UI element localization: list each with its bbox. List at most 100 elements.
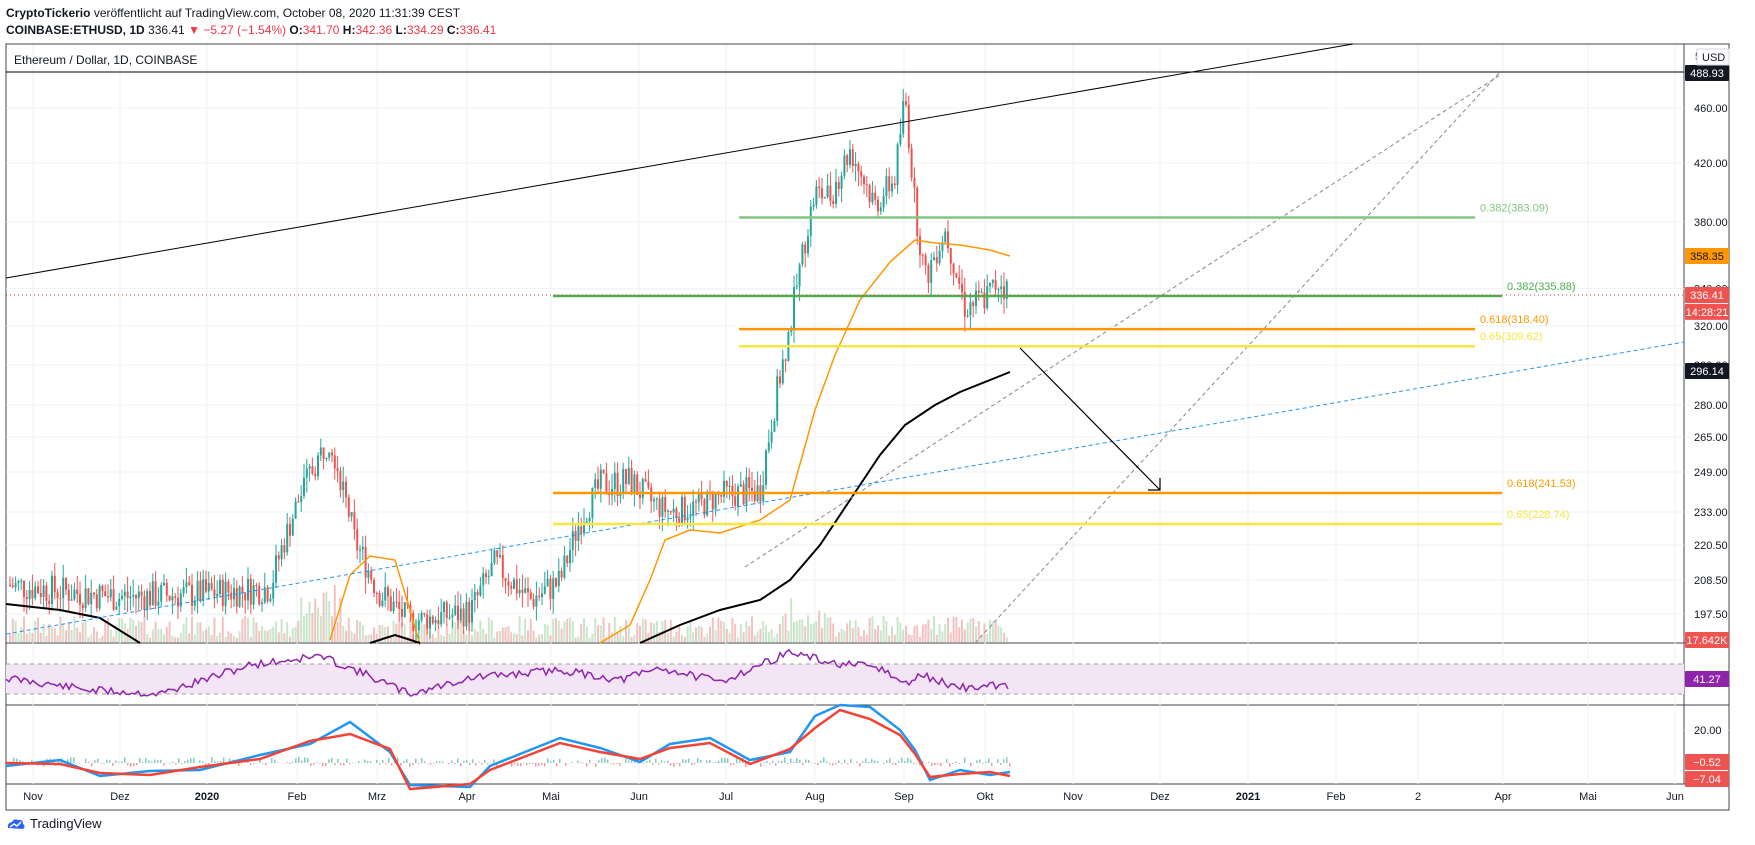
volume-bar <box>350 631 353 642</box>
fib-level-label: 0.382(383.09) <box>1480 202 1549 214</box>
publisher-name[interactable]: CryptoTickerio <box>6 6 91 20</box>
candle-body <box>944 231 947 243</box>
volume-bar <box>625 620 627 642</box>
macd-histogram-bar <box>583 763 585 764</box>
volume-bar <box>583 618 585 642</box>
macd-histogram-bar <box>958 763 960 764</box>
time-axis[interactable]: Nov Dez 2020 Feb Mrz Apr Mai Jun Jul Aug Sep Okt Nov… <box>23 791 1684 803</box>
volume-bar <box>319 615 322 642</box>
candle-body <box>227 581 230 593</box>
candle-body <box>499 555 501 558</box>
volume-bar <box>983 623 986 642</box>
macd-histogram-bar <box>766 761 768 763</box>
macd-histogram-bar <box>127 763 129 766</box>
macd-histogram-bar <box>349 763 351 765</box>
macd-histogram-bar <box>727 758 729 763</box>
candle-body <box>597 479 599 489</box>
candle-body <box>238 586 241 607</box>
volume-bar <box>437 629 440 642</box>
volume-bar <box>969 618 972 642</box>
symbol-label[interactable]: COINBASE:ETHUSD, 1D <box>6 23 145 37</box>
price-tag-label: 296.14 <box>1690 366 1724 378</box>
volume-bar <box>384 626 387 642</box>
volume-bar <box>616 633 619 642</box>
candle-body <box>630 467 633 494</box>
x-tick-label: 2 <box>1415 791 1421 803</box>
candle-body <box>636 474 639 495</box>
candle-body <box>921 255 924 257</box>
price-tag-label: 336.41 <box>1690 290 1724 302</box>
volume-bar <box>753 635 756 642</box>
rsi-line <box>5 648 1009 697</box>
volume-bar <box>434 637 437 642</box>
candle-body <box>328 452 331 458</box>
candle-body <box>854 163 857 167</box>
candle-body <box>633 474 636 494</box>
moving-average-orange-left <box>329 555 421 646</box>
candle-body <box>619 494 622 497</box>
macd-histogram-bar <box>838 760 840 763</box>
volume-bar <box>529 618 532 642</box>
candle-body <box>888 176 891 192</box>
volume-bar <box>331 616 333 642</box>
arrow-head-icon <box>1148 478 1161 491</box>
volume-bar <box>580 624 583 642</box>
candle-body <box>185 582 188 588</box>
candle-body <box>277 555 280 560</box>
macd-histogram-bar <box>286 762 288 763</box>
candle-body <box>669 510 672 513</box>
candle-body <box>437 620 440 625</box>
volume-bar <box>140 622 143 642</box>
candle-body <box>678 517 681 526</box>
currency-badge[interactable] <box>1696 48 1730 66</box>
volume-bar <box>793 622 795 642</box>
macd-histogram-bar <box>730 763 732 766</box>
macd-histogram-bar <box>865 758 867 763</box>
candle-body <box>445 602 448 618</box>
macd-histogram-bar <box>301 760 303 763</box>
volume-bar <box>510 632 513 642</box>
macd-histogram-bar <box>526 763 528 766</box>
volume-bar <box>291 628 294 642</box>
candle-body <box>966 315 969 317</box>
macd-value-tag-label: −0.52 <box>1693 757 1721 769</box>
chart-header: CryptoTickerio veröffentlicht auf Tradin… <box>6 5 496 39</box>
candle-body <box>210 582 213 590</box>
macd-histogram-bar <box>547 758 549 763</box>
macd-histogram-bar <box>202 761 204 763</box>
candle-body <box>910 148 913 178</box>
volume-bar <box>779 623 781 642</box>
tradingview-brand[interactable]: TradingView <box>30 816 102 831</box>
volume-bar <box>182 624 185 642</box>
macd-histogram-bar <box>913 763 915 765</box>
candle-body <box>583 522 585 534</box>
candle-body <box>793 286 795 329</box>
volume-bar <box>403 623 406 642</box>
candle-body <box>378 593 381 606</box>
candle-body <box>938 250 941 264</box>
macd-histogram-bar <box>391 763 393 766</box>
macd-histogram-bar <box>457 758 459 763</box>
macd-histogram-bar <box>379 763 381 765</box>
volume-bar <box>611 632 613 642</box>
volume-bar <box>109 630 112 642</box>
volume-bar <box>121 618 123 642</box>
macd-histogram-bar <box>718 760 720 763</box>
volume-bar <box>233 635 235 642</box>
volume-bar <box>762 621 765 642</box>
candle-body <box>605 473 608 494</box>
candle-body <box>98 585 101 609</box>
candle-body <box>219 579 221 594</box>
candle-body <box>137 591 140 599</box>
candle-body <box>1003 286 1005 299</box>
macd-histogram-bar <box>685 759 687 763</box>
candle-body <box>902 101 905 134</box>
macd-histogram-bar <box>982 763 984 764</box>
candle-body <box>975 290 977 307</box>
volume-bar <box>202 630 205 642</box>
candle-body <box>765 450 767 486</box>
candle-body <box>882 196 885 208</box>
macd-histogram-bar <box>877 761 879 763</box>
candle-body <box>681 497 683 526</box>
